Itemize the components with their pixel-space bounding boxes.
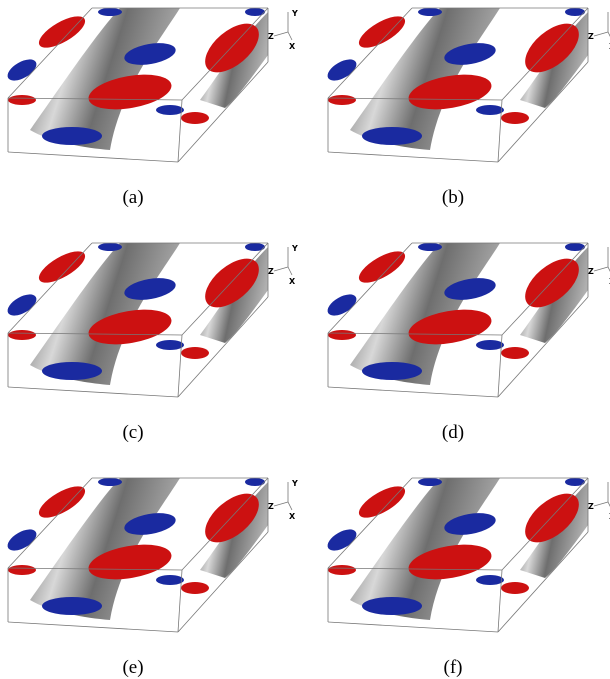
red-blob [34, 245, 89, 288]
caption: (c) [122, 422, 143, 443]
figure: Y Z X (a) YZX(b) Y Z X (c) YZX(d) Y Z X (e) YZX(f) [0, 0, 610, 679]
blue-blob [156, 340, 184, 350]
red-blob [501, 112, 529, 124]
red-blob [328, 330, 356, 340]
box-edge [8, 387, 178, 397]
axis-line [274, 32, 288, 36]
red-blob [181, 112, 209, 124]
box-edge [328, 387, 498, 397]
blue-blob [42, 597, 102, 615]
axis-label: Z [588, 32, 594, 41]
caption: (a) [122, 187, 143, 208]
red-blob [328, 95, 356, 105]
blue-blob [98, 478, 122, 486]
axis-line [288, 502, 292, 510]
panel: Y Z X (c) [4, 243, 298, 443]
axis-label: X [289, 42, 296, 51]
caption: (e) [122, 657, 143, 678]
blue-blob [418, 8, 442, 16]
blue-blob [98, 243, 122, 251]
red-blob [354, 480, 409, 523]
box-edge [328, 152, 498, 162]
red-blob [354, 10, 409, 53]
axis-label: X [289, 277, 296, 286]
red-blob [8, 95, 36, 105]
axis-label: Z [268, 267, 274, 276]
red-blob [8, 565, 36, 575]
blue-blob [362, 597, 422, 615]
blue-blob [156, 575, 184, 585]
box-edge [8, 152, 178, 162]
axis-label: Z [268, 502, 274, 511]
blue-blob [362, 362, 422, 380]
blue-blob [418, 243, 442, 251]
axis-line [594, 32, 608, 36]
axis-label: X [289, 512, 296, 521]
panel: YZX(b) [324, 8, 610, 208]
box-edge [8, 622, 178, 632]
blue-blob [42, 362, 102, 380]
axis-line [288, 267, 292, 275]
axis-line [274, 267, 288, 271]
red-blob [501, 582, 529, 594]
axis-label: Z [588, 502, 594, 511]
red-blob [501, 347, 529, 359]
caption: (d) [442, 422, 464, 443]
panel: YZX(f) [324, 478, 610, 678]
blue-blob [476, 575, 504, 585]
red-blob [328, 565, 356, 575]
axis-line [594, 502, 608, 506]
red-blob [8, 330, 36, 340]
blue-blob [418, 478, 442, 486]
red-blob [181, 582, 209, 594]
panel: YZX(d) [324, 243, 610, 443]
blue-blob [156, 105, 184, 115]
red-blob [34, 10, 89, 53]
caption: (f) [444, 657, 463, 678]
blue-blob [98, 8, 122, 16]
blue-blob [362, 127, 422, 145]
panel: Y Z X (e) [4, 478, 298, 678]
red-blob [34, 480, 89, 523]
axis-label: Y [291, 479, 298, 488]
axis-line [274, 502, 288, 506]
axis-label: Z [588, 267, 594, 276]
axis-line [288, 32, 292, 40]
blue-blob [476, 340, 504, 350]
axis-label: Y [291, 244, 298, 253]
red-blob [354, 245, 409, 288]
box-edge [328, 622, 498, 632]
axis-label: Y [291, 9, 298, 18]
panel: Y Z X (a) [4, 8, 298, 208]
red-blob [181, 347, 209, 359]
blue-blob [42, 127, 102, 145]
axis-line [594, 267, 608, 271]
axis-label: Z [268, 32, 274, 41]
caption: (b) [442, 187, 464, 208]
blue-blob [476, 105, 504, 115]
